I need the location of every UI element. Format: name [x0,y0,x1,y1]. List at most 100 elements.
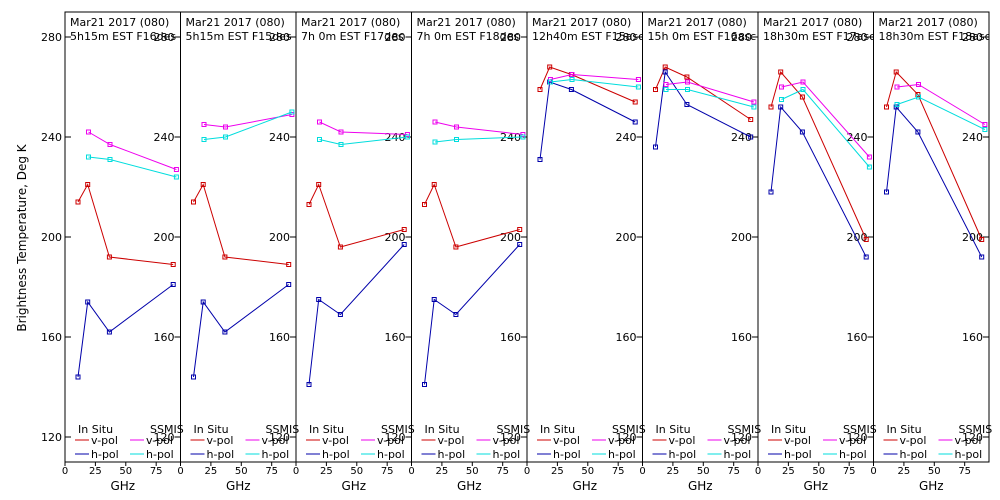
y-tick-label: 200 [500,231,521,244]
legend-insitu-hpol-label: h-pol [91,448,119,461]
series-line-insitu_h [308,244,405,385]
data-point-insitu_v [422,202,427,207]
data-point-insitu_v [517,227,523,232]
x-tick-label: 75 [958,466,971,477]
series-line-ssmis_v [319,121,408,135]
x-tick-label: 0 [177,466,183,477]
data-point-ssmis_h [779,97,784,102]
data-point-insitu_v [453,244,459,250]
data-point-ssmis_h [454,137,459,142]
data-point-ssmis_h [173,174,179,180]
y-tick-label: 240 [847,131,868,144]
data-point-ssmis_h [289,109,295,115]
legend-ssmis-hpol-label: h-pol [493,448,521,461]
legend-ssmis-hpol-label: h-pol [839,448,867,461]
x-tick-label: 0 [293,466,299,477]
data-point-insitu_v [316,182,322,187]
x-axis-label: GHz [688,479,713,493]
panel-title-date: Mar21 2017 (080) [186,16,285,29]
legend-ssmis-vpol-label: v-pol [493,434,520,447]
x-tick-label: 75 [727,466,740,477]
legend-insitu-header: In Situ [194,423,229,436]
series-line-insitu_h [886,105,983,258]
data-point-ssmis_h [569,77,575,82]
x-tick-label: 0 [524,466,530,477]
x-tick-label: 75 [150,466,163,477]
data-point-insitu_v [979,237,985,242]
data-point-ssmis_v [663,82,669,87]
y-tick-label: 120 [962,431,983,444]
panel-2: Mar21 2017 (080)5h15m EST F15des 120 160 20… [177,11,299,493]
y-tick-label: 120 [385,431,406,444]
legend-insitu-hpol-label: h-pol [669,448,697,461]
data-point-ssmis_h [916,94,921,100]
legend-insitu-vpol-label: v-pol [322,434,349,447]
data-point-ssmis_h [86,154,91,160]
legend-insitu-vpol-label: v-pol [669,434,696,447]
data-point-insitu_v [778,69,784,75]
data-point-ssmis_h [663,87,669,92]
legend-insitu-hpol-label: h-pol [784,448,812,461]
x-tick-label: 25 [320,466,333,477]
data-point-ssmis_h [404,134,410,140]
panel-title-date: Mar21 2017 (080) [648,16,747,29]
y-tick-label-left: 280 [41,31,62,44]
series-line-ssmis_v [781,81,870,158]
series-line-insitu_v [539,66,636,103]
y-tick-label: 280 [847,31,868,44]
data-point-ssmis_v [223,124,228,130]
y-tick-label: 280 [269,31,290,44]
series-line-ssmis_h [666,89,755,108]
data-point-insitu_h [768,189,774,195]
legend-insitu-vpol-label: v-pol [438,434,465,447]
panel-title-date: Mar21 2017 (080) [417,16,516,29]
x-axis-label: GHz [457,479,482,493]
x-axis-label: GHz [226,479,251,493]
legend-insitu-header: In Situ [309,423,344,436]
data-point-ssmis_h [338,142,344,147]
legend-insitu-hpol-label: h-pol [207,448,235,461]
legend-insitu-hpol-label: h-pol [322,448,350,461]
legend-ssmis-hpol-label: h-pol [377,448,405,461]
y-tick-label: 200 [962,231,983,244]
data-point-insitu_v [191,199,196,205]
legend-insitu-vpol-label: v-pol [91,434,118,447]
y-tick-label-left: 160 [41,331,62,344]
y-tick-label: 280 [962,31,983,44]
x-tick-label: 75 [265,466,278,477]
data-point-insitu_v [106,254,112,260]
data-point-ssmis_h [520,134,526,140]
series-line-insitu_v [308,183,405,248]
data-point-insitu_v [401,227,407,232]
data-point-insitu_v [547,64,553,70]
data-point-ssmis_v [779,84,784,90]
series-line-ssmis_h [203,111,293,140]
series-line-ssmis_v [434,121,523,135]
x-axis-label: GHz [341,479,366,493]
x-tick-label: 50 [466,466,479,477]
data-point-insitu_v [85,182,91,187]
y-tick-label: 120 [269,431,290,444]
legend-ssmis-hpol-label: h-pol [724,448,752,461]
y-tick-label: 160 [269,331,290,344]
series-line-insitu_h [77,284,174,378]
x-tick-label: 50 [235,466,248,477]
y-tick-label-left: 200 [41,231,62,244]
panel-title-time: 5h15m EST F15des [186,30,292,43]
data-point-ssmis_h [317,137,322,142]
legend-ssmis-vpol-label: v-pol [839,434,866,447]
legend-ssmis-header: SSMIS [959,423,993,436]
data-point-ssmis_v [201,122,207,127]
data-point-ssmis_v [635,77,641,82]
legend-ssmis-hpol-label: h-pol [955,448,983,461]
legend-insitu-header: In Situ [425,423,460,436]
data-point-ssmis_h [894,102,900,107]
y-tick-label: 200 [616,231,637,244]
data-point-insitu_v [337,244,343,250]
data-point-ssmis_v [866,154,872,160]
data-point-insitu_h [979,254,985,260]
legend-ssmis-header: SSMIS [728,423,762,436]
series-line-insitu_v [886,71,983,240]
data-point-insitu_h [662,69,668,75]
